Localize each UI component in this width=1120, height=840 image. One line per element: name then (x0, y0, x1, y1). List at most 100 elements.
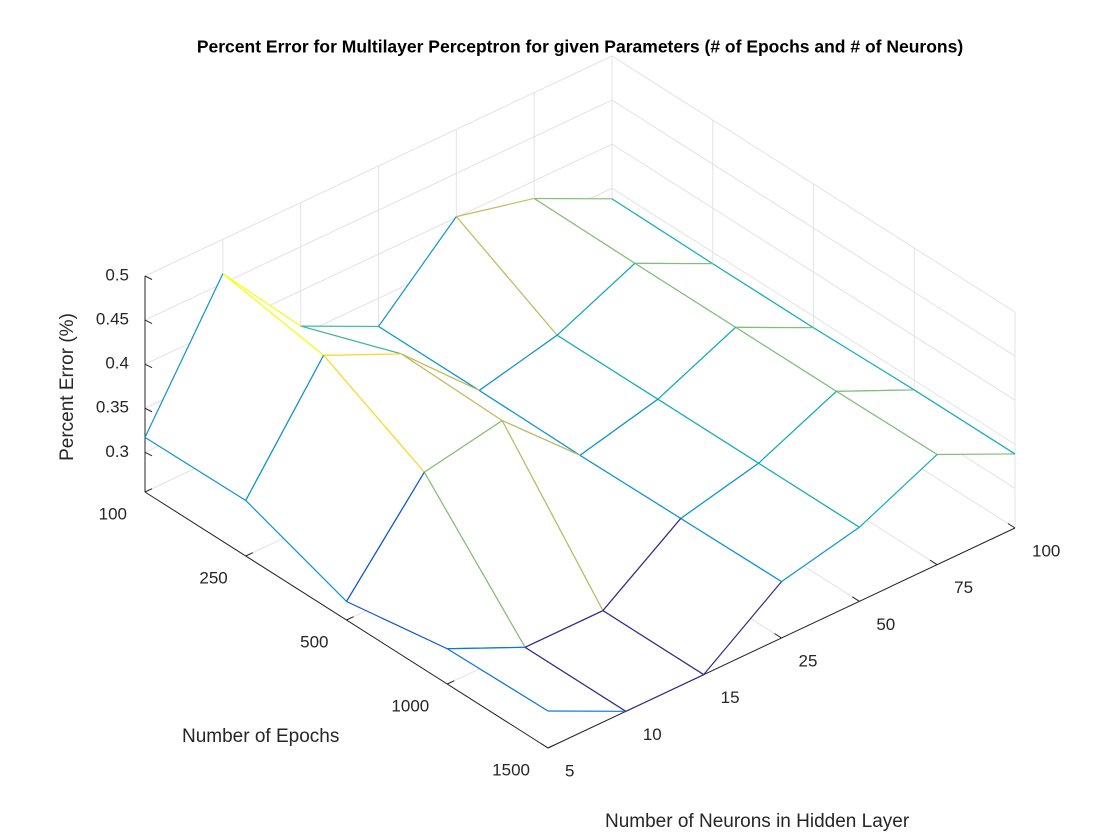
mesh-edge (222, 273, 324, 356)
y-tick-label: 25 (799, 651, 818, 670)
mesh-edge (524, 646, 627, 712)
y-tick (929, 559, 938, 566)
mesh-edge (611, 198, 714, 265)
grid-line (144, 55, 613, 277)
mesh-face (424, 420, 603, 648)
mesh-edge (602, 610, 704, 676)
x-tick (346, 616, 354, 621)
mesh-face (447, 647, 626, 712)
x-axis-label: Number of Epochs (182, 726, 339, 747)
x-tick-label: 250 (199, 568, 227, 587)
y-tick-label: 10 (643, 725, 662, 744)
mesh-edge (858, 454, 938, 528)
mesh-face (222, 273, 402, 356)
mesh-face (456, 198, 635, 336)
grid-line (611, 143, 1016, 401)
mesh-face (245, 355, 425, 602)
z-tick (144, 319, 153, 325)
z-tick (144, 363, 153, 369)
grid-line (611, 99, 1016, 357)
mesh-edge (913, 389, 1016, 455)
x-tick-label: 1000 (391, 696, 429, 715)
mesh-edge (378, 216, 457, 327)
mesh-edge (533, 197, 636, 264)
mesh-edge (758, 390, 837, 464)
mesh-edge (556, 334, 659, 400)
mesh-edge (657, 326, 737, 400)
mesh-edge (455, 216, 558, 336)
z-tick-label: 0.5 (105, 265, 129, 284)
z-tick (144, 451, 153, 457)
mesh-face (758, 391, 938, 528)
mesh-edge (579, 454, 682, 519)
mesh-face (580, 399, 759, 519)
mesh-edge (378, 325, 480, 391)
y-tick (1007, 523, 1016, 529)
mesh-face (735, 327, 915, 392)
mesh-edge (703, 581, 782, 676)
x-tick-label: 100 (99, 504, 127, 523)
mesh-edge (144, 436, 247, 501)
mesh-edge (836, 390, 938, 455)
y-tick (774, 633, 782, 639)
mesh-edge (478, 389, 581, 456)
mesh-edge (634, 262, 736, 328)
mesh-edge (144, 273, 224, 438)
mesh-edge (346, 600, 448, 650)
mesh-edge (735, 326, 837, 392)
mesh-face (657, 327, 837, 464)
mesh-face (525, 610, 704, 712)
grid-line (611, 187, 1016, 445)
mesh-edge (424, 420, 503, 473)
mesh-edge (456, 197, 535, 218)
z-tick-label: 0.4 (105, 354, 129, 373)
mesh-edge (781, 526, 860, 583)
mesh-face (680, 463, 860, 582)
mesh-face (378, 216, 558, 391)
x-tick-label: 1500 (492, 760, 530, 779)
mesh-face (145, 273, 324, 501)
z-tick-label: 0.3 (105, 442, 129, 461)
mesh-edge (478, 334, 558, 391)
y-tick-label: 5 (565, 761, 574, 780)
mesh-face (557, 263, 736, 400)
mesh-edge (657, 398, 759, 464)
mesh-edge (836, 389, 915, 392)
mesh-face (323, 353, 503, 473)
mesh-face (479, 335, 658, 456)
mesh-edge (345, 471, 425, 602)
z-tick (144, 275, 153, 280)
mesh-edge (524, 610, 604, 648)
chart-title: Percent Error for Multilayer Perceptron … (197, 37, 963, 57)
mesh-edge (447, 646, 526, 650)
mesh-edge (323, 353, 402, 356)
z-axis-label: Percent Error (%) (57, 313, 78, 461)
mesh-face (502, 420, 681, 611)
mesh-edge (625, 674, 704, 712)
mesh-edge (813, 327, 915, 391)
mesh-edge (245, 500, 347, 602)
mesh-edge (300, 325, 402, 355)
y-tick-label: 15 (721, 688, 740, 707)
mesh-edge (423, 471, 526, 648)
mesh-edge (937, 453, 1016, 456)
mesh-edge (602, 518, 682, 612)
z-tick (144, 407, 153, 413)
x-tick-label: 500 (300, 632, 328, 651)
z-tick-label: 0.35 (96, 398, 129, 417)
mesh-face (634, 263, 814, 328)
mesh-edge (758, 462, 860, 528)
y-tick (852, 596, 860, 602)
mesh-face (602, 518, 782, 675)
mesh-face (836, 389, 1015, 455)
mesh-edge (446, 648, 549, 712)
mesh-edge (680, 462, 759, 519)
x-tick (245, 552, 253, 557)
x-tick (144, 488, 153, 493)
y-axis-label: Number of Neurons in Hidden Layer (605, 811, 910, 832)
mesh-edge (680, 517, 782, 583)
mesh-edge (712, 263, 814, 329)
x-tick (447, 680, 455, 685)
grid-line (611, 55, 1016, 313)
